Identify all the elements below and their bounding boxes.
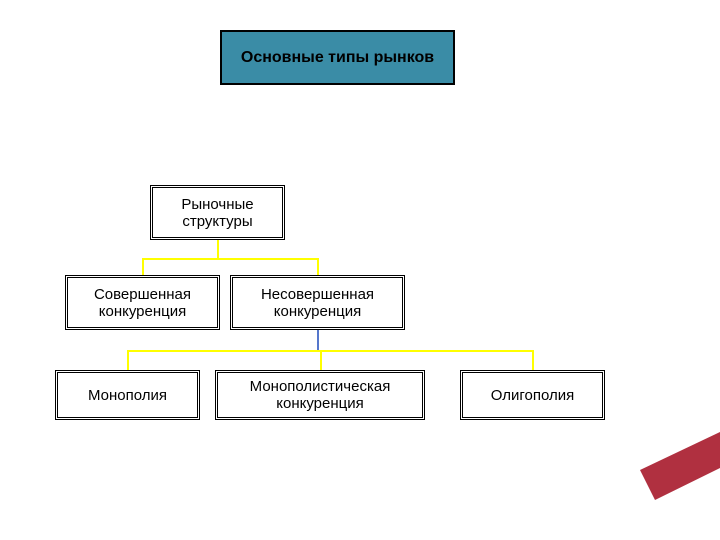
connector-l2-child3 — [532, 350, 534, 370]
connector-l1-hspan — [142, 258, 319, 260]
node-label: Олигополия — [491, 387, 575, 404]
node-monopolistic-competition: Монополистическаяконкуренция — [215, 370, 425, 420]
node-root: Рыночныеструктуры — [150, 185, 285, 240]
node-label: Рыночныеструктуры — [181, 196, 253, 230]
node-perfect-competition: Совершеннаяконкуренция — [65, 275, 220, 330]
node-imperfect-competition: Несовершеннаяконкуренция — [230, 275, 405, 330]
node-label: Несовершеннаяконкуренция — [261, 286, 374, 320]
node-label: Монополистическаяконкуренция — [250, 378, 391, 412]
connector-l2-parent-drop — [317, 330, 319, 350]
node-oligopoly: Олигополия — [460, 370, 605, 420]
title-box: Основные типы рынков — [220, 30, 455, 85]
node-label: Монополия — [88, 387, 167, 404]
connector-l2-child1 — [127, 350, 129, 370]
title-text: Основные типы рынков — [241, 49, 434, 67]
connector-l1-child2 — [317, 258, 319, 275]
connector-l2-child2 — [320, 350, 322, 370]
connector-l1-parent-drop — [217, 240, 219, 258]
node-label: Совершеннаяконкуренция — [94, 286, 191, 320]
connector-l2-hspan — [127, 350, 534, 352]
node-monopoly: Монополия — [55, 370, 200, 420]
connector-l1-child1 — [142, 258, 144, 275]
